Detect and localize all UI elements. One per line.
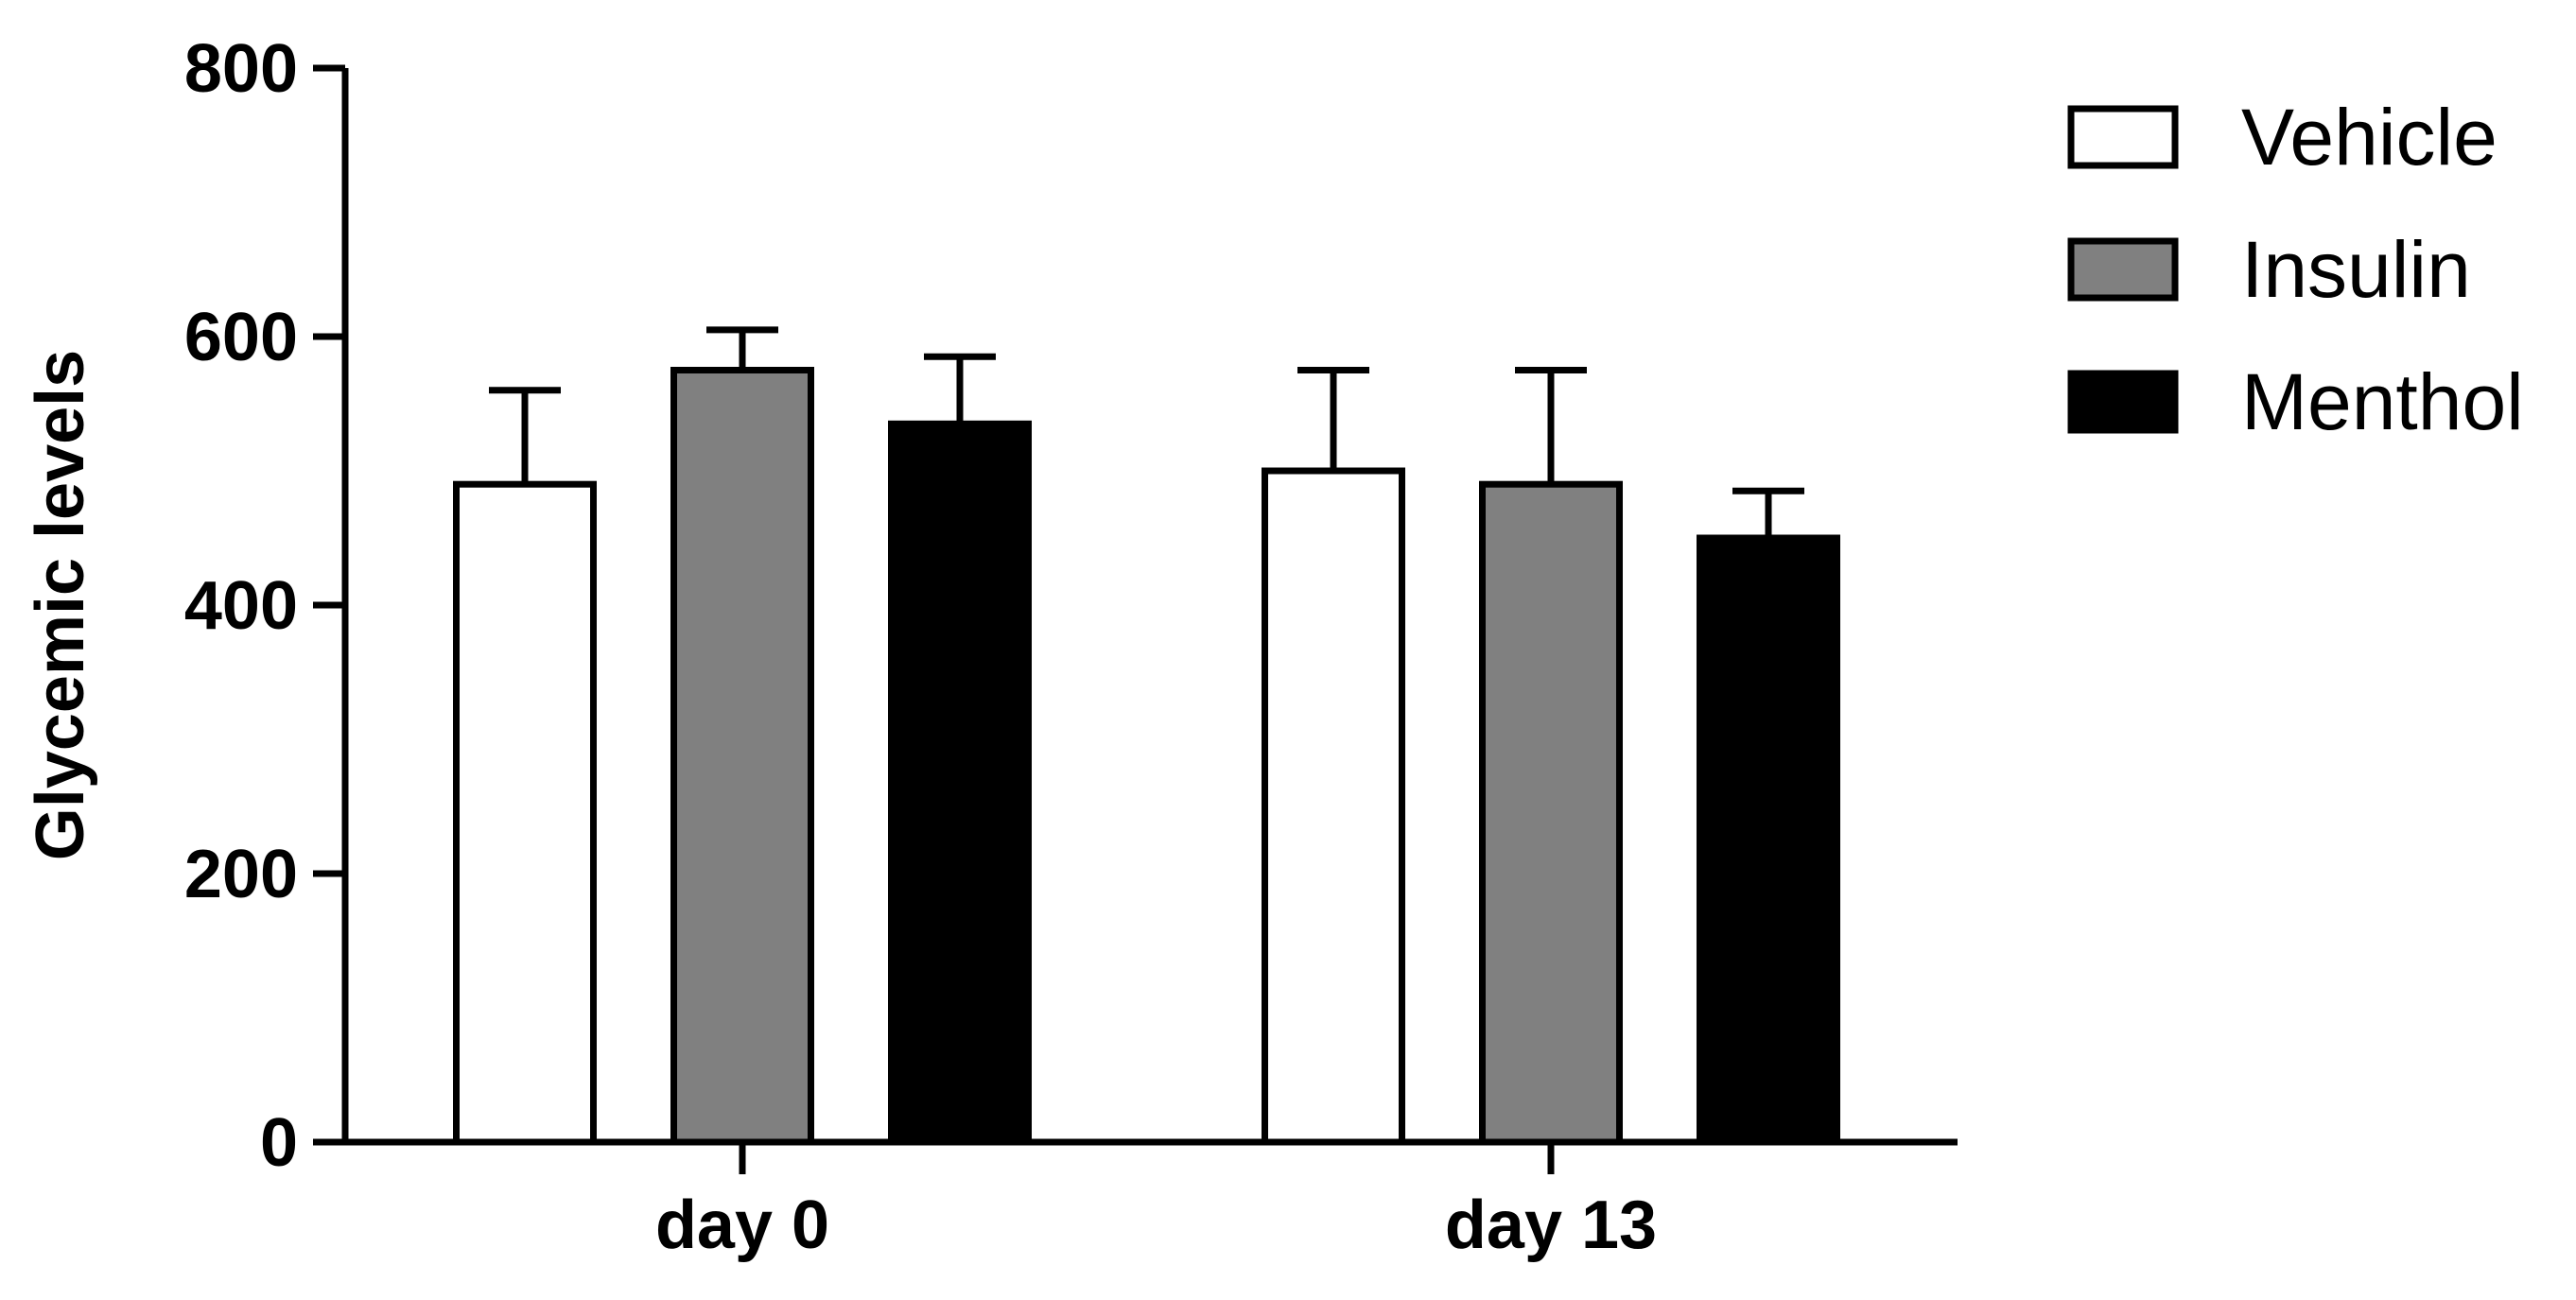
y-tick-label: 600 (184, 300, 298, 375)
legend-swatch-menthol (2067, 370, 2179, 434)
x-tick-label: day 0 (655, 1187, 829, 1263)
legend-label-insulin: Insulin (2241, 225, 2471, 314)
bar-insulin-1 (1479, 480, 1623, 1146)
bar-menthol-1 (1697, 534, 1840, 1146)
legend-swatch-insulin (2067, 237, 2179, 302)
plot-area (453, 326, 1840, 1146)
legend-label-vehicle: Vehicle (2241, 93, 2498, 182)
legend-swatch-vehicle (2067, 105, 2179, 169)
bar-menthol-0 (888, 420, 1032, 1146)
y-tick-label: 0 (260, 1105, 298, 1181)
y-axis-label: Glycemic levels (23, 350, 98, 860)
legend-label-menthol: Menthol (2241, 357, 2524, 446)
x-tick-label: day 13 (1445, 1187, 1657, 1263)
axes: 0 200 400 600 800 day 0 day 13 (184, 31, 1958, 1263)
bar-insulin-0 (670, 367, 814, 1146)
y-tick-label: 200 (184, 837, 298, 912)
legend: Vehicle Insulin Menthol (2067, 93, 2524, 446)
bar-vehicle-1 (1262, 467, 1405, 1146)
bar-vehicle-0 (453, 480, 597, 1146)
y-tick-label: 400 (184, 568, 298, 644)
y-tick-label: 800 (184, 31, 298, 107)
